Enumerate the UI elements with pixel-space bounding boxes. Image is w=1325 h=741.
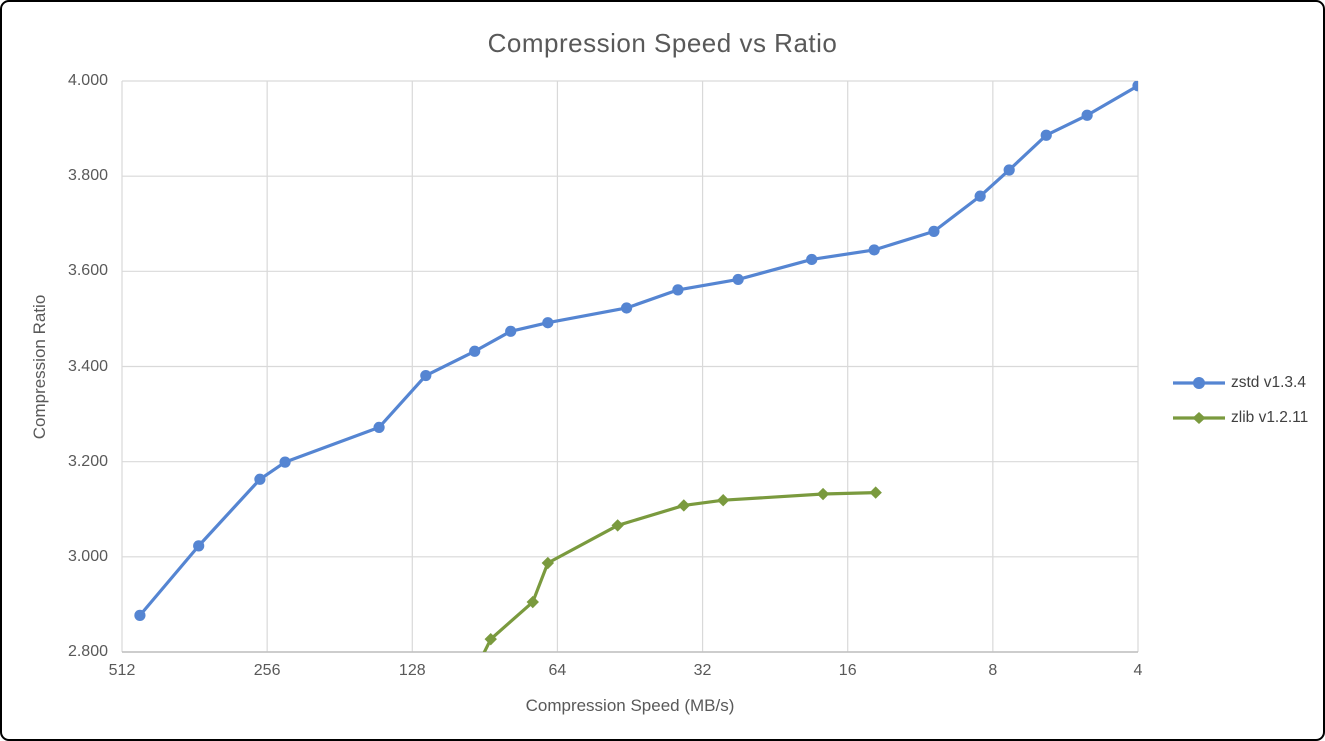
data-point-marker xyxy=(716,494,730,507)
data-point-marker xyxy=(869,486,882,499)
data-point-marker xyxy=(542,317,554,329)
series-zlib xyxy=(464,486,882,686)
data-point-marker xyxy=(806,253,818,266)
data-point-marker xyxy=(469,345,481,357)
data-point-marker xyxy=(868,244,880,256)
data-point-marker xyxy=(254,473,266,485)
data-point-marker xyxy=(672,284,684,296)
y-tick-label: 2.800 xyxy=(67,643,108,660)
data-point-marker xyxy=(732,273,744,286)
data-point-marker xyxy=(541,556,555,570)
x-tick-label: 128 xyxy=(398,662,426,679)
data-point-marker xyxy=(193,540,205,552)
data-point-marker xyxy=(505,325,517,337)
chart-title: Compression Speed vs Ratio xyxy=(487,28,838,58)
data-point-marker xyxy=(279,456,291,468)
y-tick-label: 3.600 xyxy=(67,262,108,280)
legend-item-zlib: zlib v1.2.11 xyxy=(1172,407,1308,429)
data-point-marker xyxy=(464,674,476,686)
x-axis-title: Compression Speed (MB/s) xyxy=(525,696,735,715)
data-point-marker xyxy=(928,225,940,237)
data-point-marker xyxy=(373,421,385,434)
x-tick-label: 4 xyxy=(1133,662,1143,679)
x-tick-label: 8 xyxy=(988,662,998,679)
x-tick-label: 256 xyxy=(253,662,281,679)
x-tick-label: 16 xyxy=(838,662,857,679)
series-line xyxy=(138,84,1138,617)
data-point-marker xyxy=(1040,129,1052,141)
zstd-line-marker-swatch xyxy=(1173,377,1225,389)
data-point-marker xyxy=(420,369,432,382)
x-tick-label: 512 xyxy=(108,662,136,679)
data-point-marker xyxy=(484,632,497,646)
data-point-marker xyxy=(1081,109,1093,121)
legend-item-zstd: zstd v1.3.4 xyxy=(1172,372,1308,394)
data-point-marker xyxy=(611,519,624,532)
zlib-line-marker-swatch xyxy=(1173,412,1225,424)
data-point-marker xyxy=(677,499,691,512)
legend-label-zstd: zstd v1.3.4 xyxy=(1231,374,1306,391)
data-point-marker xyxy=(1132,81,1138,92)
data-point-marker xyxy=(974,190,986,202)
y-tick-label: 3.400 xyxy=(67,357,108,375)
data-point-marker xyxy=(1003,164,1015,176)
legend: zstd v1.3.4 zlib v1.2.11 xyxy=(1172,372,1308,442)
data-point-marker xyxy=(134,609,146,621)
y-tick-label: 3.000 xyxy=(67,547,108,565)
data-point-marker xyxy=(620,302,633,314)
x-tick-label: 64 xyxy=(548,662,567,679)
y-tick-label: 4.000 xyxy=(67,72,108,89)
y-tick-label: 3.800 xyxy=(67,167,108,185)
data-point-marker xyxy=(816,487,830,501)
x-tick-label: 32 xyxy=(693,662,712,679)
legend-label-zlib: zlib v1.2.11 xyxy=(1231,409,1309,426)
data-point-marker xyxy=(526,595,539,609)
series-zstd xyxy=(134,81,1138,621)
y-tick-label: 3.200 xyxy=(67,452,108,470)
